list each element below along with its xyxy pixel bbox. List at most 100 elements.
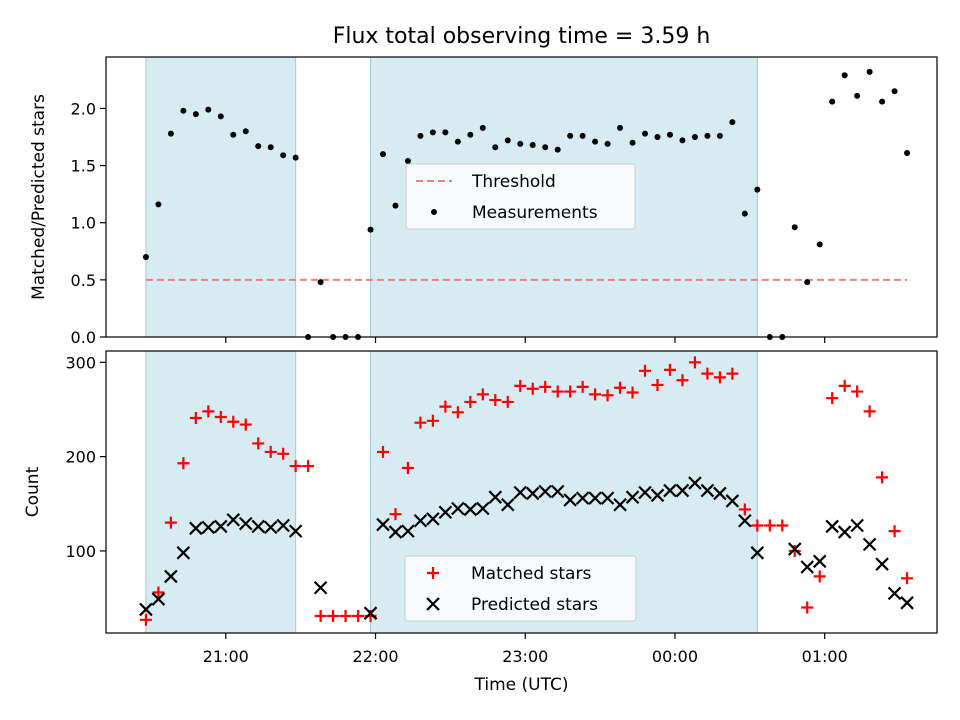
matched-stars-point <box>788 544 801 557</box>
x-tick-label: 01:00 <box>802 647 848 666</box>
measurements-point <box>217 113 224 120</box>
measurements-point <box>417 132 424 139</box>
matched-stars-point <box>863 405 876 418</box>
measurements-point <box>891 88 898 95</box>
measurements-point <box>854 92 861 99</box>
x-tick-label: 00:00 <box>652 647 698 666</box>
measurements-point <box>317 279 324 286</box>
predicted-stars-point <box>825 519 839 534</box>
matched-stars-point <box>776 519 789 532</box>
predicted-stars-point <box>575 491 590 505</box>
matched-stars-point <box>888 525 901 538</box>
measurements-point <box>467 131 474 138</box>
measurements-point <box>816 241 823 248</box>
matched-stars-point <box>152 586 165 599</box>
measurements-point <box>255 143 262 150</box>
measurements-point <box>604 140 611 147</box>
predicted-stars-point <box>139 602 153 617</box>
matched-stars-point <box>377 445 389 458</box>
matched-stars-point <box>164 516 177 529</box>
predicted-stars-point <box>588 491 602 505</box>
legend-handle <box>431 209 437 215</box>
predicted-stars-point <box>875 557 889 571</box>
observing-window-1 <box>145 351 296 633</box>
legend-box <box>405 163 636 230</box>
matched-stars-point <box>252 437 265 450</box>
predicted-stars-point <box>251 519 266 534</box>
predicted-stars-point <box>513 485 528 500</box>
measurements-point <box>704 132 711 139</box>
matched-stars-point <box>551 385 564 398</box>
predicted-stars-point <box>488 490 503 504</box>
measurements-point <box>567 132 574 139</box>
predicted-stars-point <box>725 494 740 508</box>
predicted-stars-point <box>401 524 415 538</box>
matched-stars-point <box>901 572 914 585</box>
predicted-stars-point <box>713 486 727 501</box>
matched-stars-point <box>701 367 714 380</box>
chart-title: Flux total observing time = 3.59 h <box>333 24 711 49</box>
predicted-stars-point <box>650 488 665 503</box>
measurements-point <box>904 150 911 156</box>
matched-stars-point <box>314 610 327 623</box>
matched-stars-point <box>751 519 764 532</box>
predicted-stars-point <box>862 537 877 552</box>
measurements-point <box>592 138 599 145</box>
measurements-point <box>404 158 411 164</box>
predicted-stars-point <box>625 490 640 504</box>
measurements-point <box>654 134 661 140</box>
legend-handle <box>426 597 440 611</box>
predicted-stars-point <box>563 493 577 507</box>
matched-stars-point <box>489 394 502 407</box>
predicted-stars-point <box>189 521 203 536</box>
x-tick-label: 21:00 <box>203 647 249 666</box>
measurements-point <box>716 132 723 139</box>
matched-stars-point <box>713 371 726 384</box>
y-tick-label: 200 <box>65 448 96 467</box>
legend-label: Matched stars <box>471 564 591 584</box>
matched-stars-point <box>289 460 302 473</box>
y-tick-label: 1.0 <box>71 214 96 233</box>
predicted-stars-point <box>887 586 902 601</box>
matched-stars-point <box>663 363 676 376</box>
matched-stars-point <box>614 381 627 394</box>
measurements-point <box>155 201 162 208</box>
matched-stars-point <box>514 379 527 392</box>
matched-stars-point <box>277 447 290 460</box>
predicted-stars-point <box>538 484 552 499</box>
measurements-point <box>205 106 212 113</box>
matched-stars-point <box>813 570 826 583</box>
legend-handle <box>427 567 439 579</box>
measurements-point <box>429 129 436 136</box>
measurements-point <box>866 68 873 75</box>
predicted-stars-point <box>837 525 852 539</box>
measurements-point <box>629 139 636 146</box>
matched-stars-point <box>726 367 739 380</box>
axes-frame <box>105 56 938 338</box>
matched-stars-point <box>451 406 464 419</box>
matched-stars-point <box>264 445 277 458</box>
measurements-point <box>504 137 511 144</box>
measurements-point <box>804 279 811 286</box>
matched-stars-point <box>676 374 689 387</box>
measurements-point <box>841 72 848 79</box>
measurements-point <box>529 142 536 148</box>
measurements-point <box>242 128 249 135</box>
matched-stars-point <box>564 385 577 398</box>
count-panel: 100 200 300 21:00 22:00 23:00 00:00 01:00 Matche… <box>65 350 938 666</box>
measurements-point <box>666 131 673 138</box>
matched-stars-point <box>539 380 552 393</box>
measurements-point <box>142 254 149 260</box>
observing-window-1 <box>145 57 296 337</box>
legend-label: Threshold <box>471 172 556 192</box>
predicted-stars-point <box>238 516 253 531</box>
matched-stars-point <box>589 388 602 401</box>
ratio-panel: 0.0 0.5 1.0 1.5 2.0 Threshold Measurements <box>71 56 938 347</box>
matched-stars-point <box>738 503 751 516</box>
y-tick-label: 0.0 <box>71 328 96 347</box>
matched-stars-point <box>202 405 215 418</box>
matched-stars-point <box>352 610 365 623</box>
matched-stars-point <box>426 414 439 427</box>
predicted-stars-point <box>738 513 752 528</box>
